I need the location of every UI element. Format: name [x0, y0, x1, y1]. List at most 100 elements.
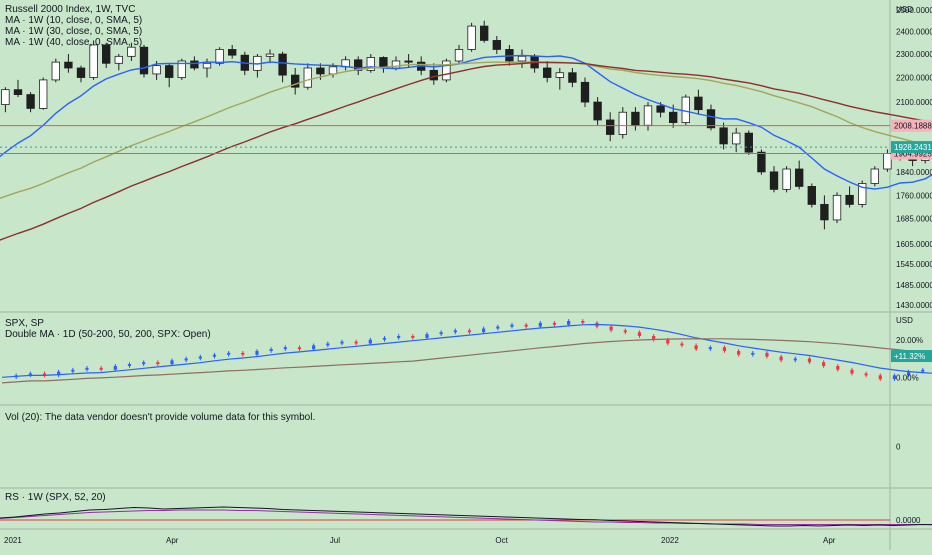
spx-candle-body: [227, 352, 231, 355]
time-axis: 2021AprJulOct2022AprJulOct2023AprJulOct2…: [4, 536, 836, 545]
spx-candle-body: [822, 362, 826, 366]
spx-candle-body: [751, 352, 755, 355]
candle-body: [76, 67, 86, 78]
level-badge-bg: [891, 119, 932, 132]
spx-candle-body: [538, 322, 542, 327]
spx-legend: SPX, SP Double MA · 1D (50-200, 50, 200,…: [5, 318, 211, 340]
main-price-pane[interactable]: [0, 20, 932, 257]
price-tick-label: 2100.0000: [896, 98, 932, 107]
candle-body: [555, 72, 564, 78]
ma30-legend: MA · 1W (30, close, 0, SMA, 5): [5, 26, 143, 37]
candle-body: [631, 111, 640, 126]
spx-candle-body: [340, 341, 344, 344]
candle-body: [177, 60, 186, 78]
candle-body: [643, 105, 653, 126]
price-tick-label: 2300.0000: [896, 50, 932, 59]
spx-candle-body: [694, 345, 698, 350]
spx-candle-body: [623, 330, 627, 333]
rs-legend: RS · 1W (SPX, 52, 20): [5, 492, 106, 503]
candle-body: [492, 40, 501, 50]
candle-body: [190, 60, 199, 69]
spx-candle-body: [722, 347, 727, 351]
price-tick-label: 1605.0000: [896, 240, 932, 249]
rs-pane[interactable]: [0, 506, 932, 527]
spx-candle-body: [567, 321, 571, 325]
spx-candle-body: [42, 373, 47, 376]
candle-body: [744, 132, 753, 153]
ma40-line: [0, 61, 932, 241]
spx-candle-body: [184, 358, 188, 361]
time-tick-label: Jul: [330, 536, 340, 545]
candle-body: [719, 127, 728, 145]
spx-ma200-line: [1, 338, 932, 384]
candle-body: [39, 79, 48, 109]
candle-body: [429, 69, 438, 81]
spx-candle-body: [57, 371, 61, 376]
spx-candle-body: [878, 375, 882, 380]
price-tick-label: 2400.0000: [896, 28, 932, 37]
spx-candle-body: [113, 366, 117, 370]
candle-body: [467, 25, 476, 50]
candle-body: [820, 204, 829, 221]
candle-body: [832, 194, 842, 221]
spx-candle-body: [397, 336, 401, 338]
spx-double-ma-legend: Double MA · 1D (50-200, 50, 200, SPX: Op…: [5, 329, 211, 340]
spx-candle-body: [510, 324, 514, 327]
spx-candle-body: [439, 332, 443, 335]
candle-body: [165, 65, 174, 78]
spx-candle-body: [779, 356, 783, 361]
spx-candle-body: [368, 339, 372, 344]
price-tick-label: 1840.0000: [896, 168, 932, 177]
spx-symbol-label: SPX, SP: [5, 318, 44, 329]
candle-body: [228, 49, 237, 56]
candle-body: [580, 81, 590, 103]
spx-candle-body: [793, 358, 797, 361]
spx-candle-body: [907, 371, 911, 376]
candle-body: [139, 46, 149, 75]
candle-body: [480, 25, 489, 41]
ma40-legend: MA · 1W (40, close, 0, SMA, 5): [5, 37, 143, 48]
candle-body: [543, 67, 552, 78]
candle-body: [795, 168, 804, 187]
spx-currency-label: USD: [896, 316, 913, 325]
spx-candle-body: [127, 364, 132, 366]
spx-candle-body: [680, 343, 684, 346]
lower-level-badge: 1904.9925: [894, 150, 932, 159]
price-tick-label: 1485.0000: [896, 281, 932, 290]
spx-candle-body: [425, 334, 429, 338]
candle-body: [291, 74, 300, 88]
volume-tick-label: 0: [896, 443, 901, 452]
candle-body: [618, 111, 627, 135]
spx-candle-body: [411, 336, 415, 338]
spx-candle-body: [170, 360, 174, 365]
candle-body: [769, 171, 779, 190]
spx-candle-body: [85, 367, 89, 370]
main-legend: Russell 2000 Index, 1W, TVC MA · 1W (10,…: [5, 4, 142, 48]
spx-candle-body: [666, 339, 670, 344]
spx-candle-body: [453, 330, 457, 333]
time-tick-label: 2021: [4, 536, 22, 545]
main-symbol-label: Russell 2000 Index, 1W, TVC: [5, 4, 136, 15]
candle-body: [102, 44, 111, 64]
candle-body: [13, 89, 23, 95]
spx-candle-body: [807, 358, 812, 363]
candle-body: [391, 60, 401, 69]
spx-candle-body: [765, 352, 769, 357]
rs-label: RS · 1W (SPX, 52, 20): [5, 492, 106, 503]
candle-body: [845, 194, 854, 205]
spx-candle-body: [283, 347, 287, 350]
candle-body: [442, 60, 451, 81]
ma10-line: [0, 54, 932, 190]
candle-body: [656, 105, 665, 113]
spx-pane[interactable]: [1, 319, 932, 387]
price-tick-label: 2500.0000: [896, 6, 932, 15]
spx-candle-body: [142, 362, 146, 365]
candle-body: [26, 94, 35, 109]
candle-body: [404, 60, 413, 63]
spx-candle-body: [71, 369, 75, 372]
candle-body: [127, 46, 136, 57]
candle-body: [606, 119, 615, 135]
